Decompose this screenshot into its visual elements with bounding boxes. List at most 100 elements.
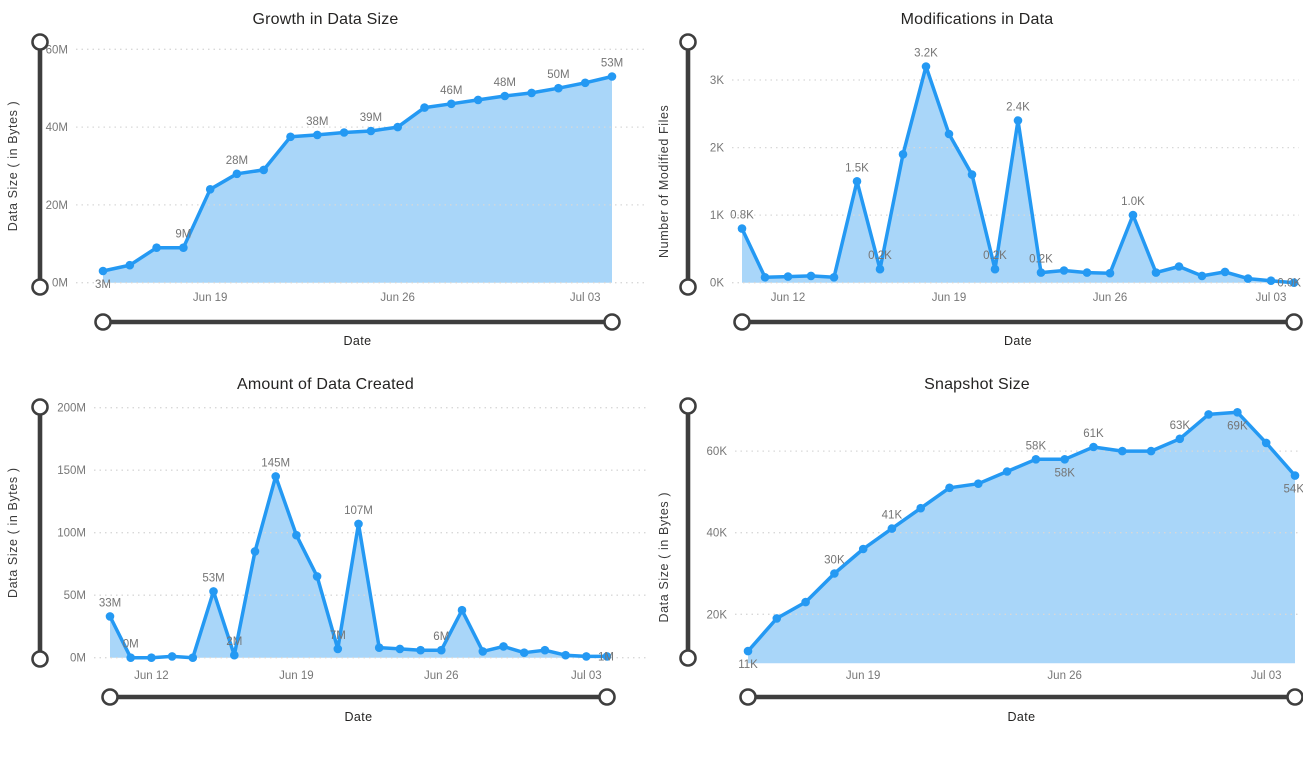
- data-point[interactable]: [1128, 210, 1138, 220]
- data-point[interactable]: [519, 648, 529, 657]
- x-zoom-slider-handle-right[interactable]: [1286, 688, 1303, 706]
- x-zoom-slider-handle-right[interactable]: [1285, 313, 1303, 331]
- data-point[interactable]: [1082, 268, 1092, 277]
- data-point[interactable]: [333, 644, 343, 654]
- data-point[interactable]: [393, 122, 403, 132]
- data-point[interactable]: [580, 78, 590, 88]
- data-point[interactable]: [1060, 455, 1069, 464]
- data-point[interactable]: [1146, 446, 1156, 456]
- x-zoom-slider-handle-right[interactable]: [598, 688, 616, 706]
- data-point[interactable]: [286, 132, 295, 142]
- data-point[interactable]: [1151, 268, 1161, 277]
- x-zoom-slider-handle-right[interactable]: [603, 313, 621, 331]
- x-zoom-slider-handle-left[interactable]: [101, 688, 119, 706]
- data-point[interactable]: [313, 130, 322, 140]
- data-point[interactable]: [974, 479, 983, 488]
- data-point[interactable]: [772, 614, 782, 623]
- y-zoom-slider-handle-top[interactable]: [31, 398, 49, 416]
- data-point[interactable]: [98, 266, 108, 276]
- data-point[interactable]: [602, 652, 612, 661]
- x-zoom-slider-handle-left[interactable]: [739, 688, 757, 706]
- data-point[interactable]: [152, 243, 161, 252]
- data-point[interactable]: [167, 652, 177, 661]
- y-zoom-slider-handle-top[interactable]: [679, 33, 697, 51]
- data-point[interactable]: [205, 185, 215, 194]
- y-zoom-slider-handle-bottom[interactable]: [31, 650, 49, 668]
- data-point[interactable]: [1002, 467, 1012, 476]
- data-point[interactable]: [607, 72, 617, 81]
- data-point[interactable]: [1204, 410, 1213, 419]
- data-point[interactable]: [473, 95, 483, 105]
- data-point[interactable]: [887, 524, 897, 533]
- data-point[interactable]: [875, 264, 885, 274]
- data-point[interactable]: [312, 572, 322, 581]
- data-point[interactable]: [499, 642, 508, 651]
- data-point[interactable]: [1174, 262, 1184, 271]
- data-point[interactable]: [1013, 116, 1023, 125]
- data-point[interactable]: [1261, 438, 1271, 448]
- data-point[interactable]: [561, 650, 570, 660]
- data-point[interactable]: [259, 165, 269, 175]
- data-point[interactable]: [1089, 442, 1098, 452]
- data-point[interactable]: [1266, 276, 1276, 286]
- data-point[interactable]: [990, 264, 1000, 274]
- data-point[interactable]: [852, 177, 862, 186]
- data-point[interactable]: [1031, 455, 1041, 464]
- data-point[interactable]: [944, 129, 954, 139]
- data-point[interactable]: [1105, 268, 1115, 278]
- data-point[interactable]: [916, 503, 925, 513]
- data-point[interactable]: [126, 653, 135, 662]
- x-zoom-slider-handle-left[interactable]: [94, 313, 112, 331]
- data-point[interactable]: [232, 169, 242, 179]
- data-point[interactable]: [582, 652, 591, 661]
- data-point[interactable]: [1233, 408, 1242, 417]
- data-point[interactable]: [420, 103, 429, 112]
- data-point[interactable]: [829, 273, 839, 282]
- data-point[interactable]: [858, 544, 868, 554]
- data-point[interactable]: [437, 645, 446, 655]
- data-point[interactable]: [527, 88, 536, 98]
- data-point[interactable]: [230, 650, 239, 660]
- data-point[interactable]: [1118, 446, 1127, 456]
- data-point[interactable]: [1289, 278, 1299, 288]
- data-point[interactable]: [1175, 434, 1185, 444]
- data-point[interactable]: [945, 483, 954, 493]
- data-point[interactable]: [783, 272, 793, 281]
- data-point[interactable]: [478, 647, 488, 656]
- data-point[interactable]: [743, 646, 753, 656]
- data-point[interactable]: [292, 530, 301, 540]
- data-point[interactable]: [374, 643, 384, 652]
- data-point[interactable]: [898, 150, 908, 159]
- data-point[interactable]: [457, 605, 467, 615]
- data-point[interactable]: [1197, 271, 1207, 281]
- data-point[interactable]: [806, 271, 816, 281]
- data-point[interactable]: [147, 653, 156, 662]
- data-point[interactable]: [179, 243, 188, 252]
- data-point[interactable]: [125, 260, 135, 270]
- data-point[interactable]: [250, 547, 260, 556]
- data-point[interactable]: [1059, 266, 1069, 275]
- data-point[interactable]: [921, 62, 931, 71]
- data-point[interactable]: [737, 224, 747, 233]
- data-point[interactable]: [967, 170, 977, 179]
- data-point[interactable]: [1290, 471, 1300, 480]
- data-point[interactable]: [354, 519, 363, 529]
- data-point[interactable]: [830, 569, 839, 578]
- y-zoom-slider-handle-bottom[interactable]: [679, 649, 697, 667]
- data-point[interactable]: [540, 645, 550, 655]
- data-point[interactable]: [395, 644, 405, 654]
- y-zoom-slider-handle-top[interactable]: [679, 397, 697, 415]
- y-zoom-slider-handle-bottom[interactable]: [679, 278, 697, 296]
- data-point[interactable]: [271, 472, 281, 481]
- data-point[interactable]: [339, 128, 349, 137]
- data-point[interactable]: [1036, 268, 1046, 277]
- data-point[interactable]: [188, 653, 198, 662]
- data-point[interactable]: [209, 587, 218, 596]
- data-point[interactable]: [447, 99, 456, 109]
- data-point[interactable]: [1220, 267, 1230, 277]
- data-point[interactable]: [801, 597, 810, 607]
- x-zoom-slider-handle-left[interactable]: [733, 313, 751, 331]
- data-point[interactable]: [366, 126, 376, 136]
- data-point[interactable]: [554, 83, 563, 93]
- y-zoom-slider-handle-top[interactable]: [31, 33, 49, 51]
